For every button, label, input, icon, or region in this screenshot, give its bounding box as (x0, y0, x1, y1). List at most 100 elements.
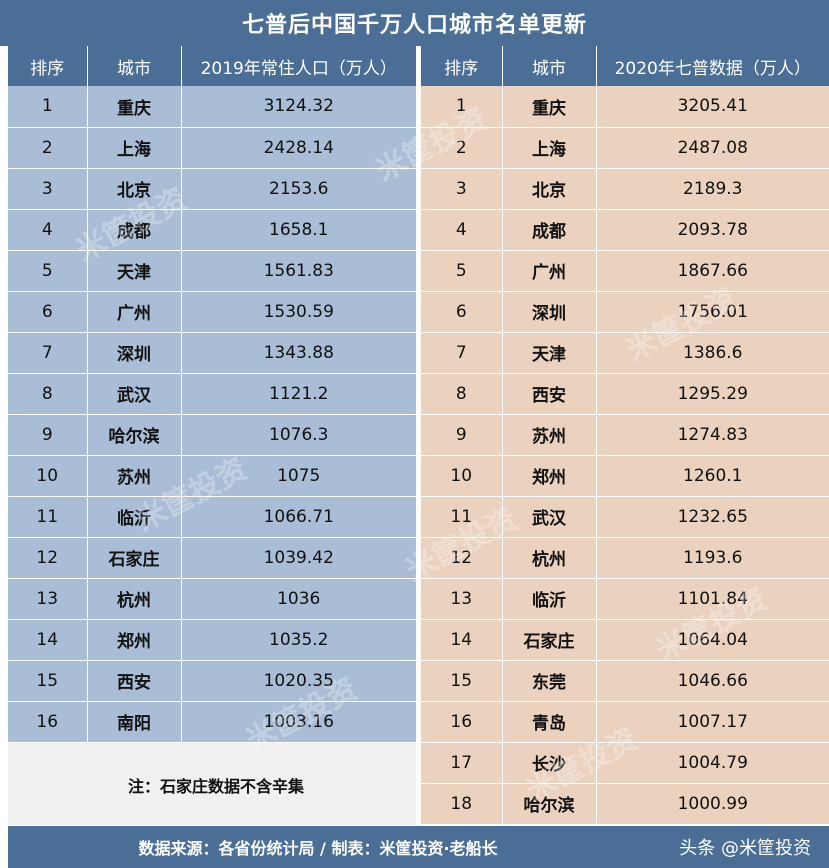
population-cell: 1101.84 (596, 578, 829, 620)
rank-cell: 3 (421, 168, 503, 210)
city-cell: 天津 (502, 332, 597, 374)
rank-cell: 6 (8, 291, 88, 333)
table-header-row: 排序 城市 2019年常住人口（万人） (8, 46, 416, 86)
rank-cell: 16 (8, 701, 88, 743)
header-population: 2019年常住人口（万人） (181, 46, 416, 86)
table-row: 13 杭州 1036 (8, 578, 416, 620)
rank-cell: 14 (421, 619, 503, 661)
table-row: 10 郑州 1260.1 (421, 455, 829, 497)
rank-cell: 14 (8, 619, 88, 661)
rank-cell: 5 (421, 250, 503, 292)
population-cell: 1075 (181, 455, 416, 497)
city-cell: 郑州 (502, 455, 597, 497)
population-cell: 1020.35 (181, 660, 416, 702)
population-cell: 1036 (181, 578, 416, 620)
rank-cell: 8 (8, 373, 88, 415)
population-cell: 1530.59 (181, 291, 416, 333)
population-cell: 1561.83 (181, 250, 416, 292)
note-area: 注：石家庄数据不含辛集 (8, 743, 416, 825)
population-cell: 1000.99 (596, 783, 829, 825)
population-cell: 1658.1 (181, 209, 416, 251)
header-rank: 排序 (421, 46, 503, 86)
rank-cell: 17 (421, 742, 503, 784)
city-cell: 杭州 (87, 578, 182, 620)
city-cell: 广州 (87, 291, 182, 333)
rank-cell: 18 (421, 783, 503, 825)
population-cell: 1046.66 (596, 660, 829, 702)
population-cell: 1003.16 (181, 701, 416, 743)
population-cell: 1193.6 (596, 537, 829, 579)
population-cell: 1064.04 (596, 619, 829, 661)
city-cell: 北京 (502, 168, 597, 210)
rank-cell: 6 (421, 291, 503, 333)
population-cell: 1039.42 (181, 537, 416, 579)
city-cell: 武汉 (502, 496, 597, 538)
rank-cell: 7 (421, 332, 503, 374)
population-cell: 1004.79 (596, 742, 829, 784)
city-cell: 石家庄 (87, 537, 182, 579)
city-cell: 郑州 (87, 619, 182, 661)
city-cell: 广州 (502, 250, 597, 292)
table-row: 3 北京 2189.3 (421, 168, 829, 210)
population-cell: 1343.88 (181, 332, 416, 374)
population-cell: 3205.41 (596, 86, 829, 128)
city-cell: 东莞 (502, 660, 597, 702)
city-cell: 哈尔滨 (87, 414, 182, 456)
table-row: 2 上海 2428.14 (8, 127, 416, 169)
table-row: 14 石家庄 1064.04 (421, 619, 829, 661)
rank-cell: 9 (8, 414, 88, 456)
city-cell: 临沂 (502, 578, 597, 620)
city-cell: 武汉 (87, 373, 182, 415)
city-cell: 西安 (87, 660, 182, 702)
header-rank: 排序 (8, 46, 88, 86)
population-cell: 1274.83 (596, 414, 829, 456)
rank-cell: 9 (421, 414, 503, 456)
population-cell: 2153.6 (181, 168, 416, 210)
city-cell: 上海 (502, 127, 597, 169)
table-row: 2 上海 2487.08 (421, 127, 829, 169)
city-cell: 南阳 (87, 701, 182, 743)
rank-cell: 12 (8, 537, 88, 579)
table-row: 16 南阳 1003.16 (8, 701, 416, 743)
city-cell: 重庆 (87, 86, 182, 128)
table-row: 1 重庆 3124.32 (8, 86, 416, 128)
table-row: 11 武汉 1232.65 (421, 496, 829, 538)
table-row: 13 临沂 1101.84 (421, 578, 829, 620)
population-cell: 1066.71 (181, 496, 416, 538)
rank-cell: 10 (421, 455, 503, 497)
table-2019: 排序 城市 2019年常住人口（万人） 1 重庆 3124.32 2 上海 2428.14… (8, 46, 416, 743)
header-census: 2020年七普数据（万人） (596, 46, 829, 86)
table-header-row: 排序 城市 2020年七普数据（万人） (421, 46, 829, 86)
rank-cell: 15 (8, 660, 88, 702)
table-row: 6 深圳 1756.01 (421, 291, 829, 333)
rank-cell: 8 (421, 373, 503, 415)
table-row: 4 成都 2093.78 (421, 209, 829, 251)
population-cell: 1007.17 (596, 701, 829, 743)
city-cell: 成都 (87, 209, 182, 251)
population-cell: 3124.32 (181, 86, 416, 128)
table-row: 15 西安 1020.35 (8, 660, 416, 702)
rank-cell: 11 (421, 496, 503, 538)
city-cell: 天津 (87, 250, 182, 292)
population-cell: 2189.3 (596, 168, 829, 210)
rank-cell: 7 (8, 332, 88, 374)
table-row: 17 长沙 1004.79 (421, 742, 829, 784)
population-cell: 1260.1 (596, 455, 829, 497)
table-row: 11 临沂 1066.71 (8, 496, 416, 538)
city-cell: 长沙 (502, 742, 597, 784)
population-cell: 2428.14 (181, 127, 416, 169)
table-row: 14 郑州 1035.2 (8, 619, 416, 661)
page-title: 七普后中国千万人口城市名单更新 (0, 0, 829, 46)
footer-brand: 头条 @米筐投资 (679, 838, 811, 859)
table-row: 5 天津 1561.83 (8, 250, 416, 292)
population-cell: 1232.65 (596, 496, 829, 538)
city-cell: 西安 (502, 373, 597, 415)
rank-cell: 3 (8, 168, 88, 210)
footer: 数据来源：各省份统计局 / 制表：米筐投资·老船长 头条 @米筐投资 (8, 826, 829, 868)
header-city: 城市 (502, 46, 597, 86)
city-cell: 重庆 (502, 86, 597, 128)
population-cell: 2093.78 (596, 209, 829, 251)
table-row: 7 深圳 1343.88 (8, 332, 416, 374)
rank-cell: 5 (8, 250, 88, 292)
population-cell: 1386.6 (596, 332, 829, 374)
